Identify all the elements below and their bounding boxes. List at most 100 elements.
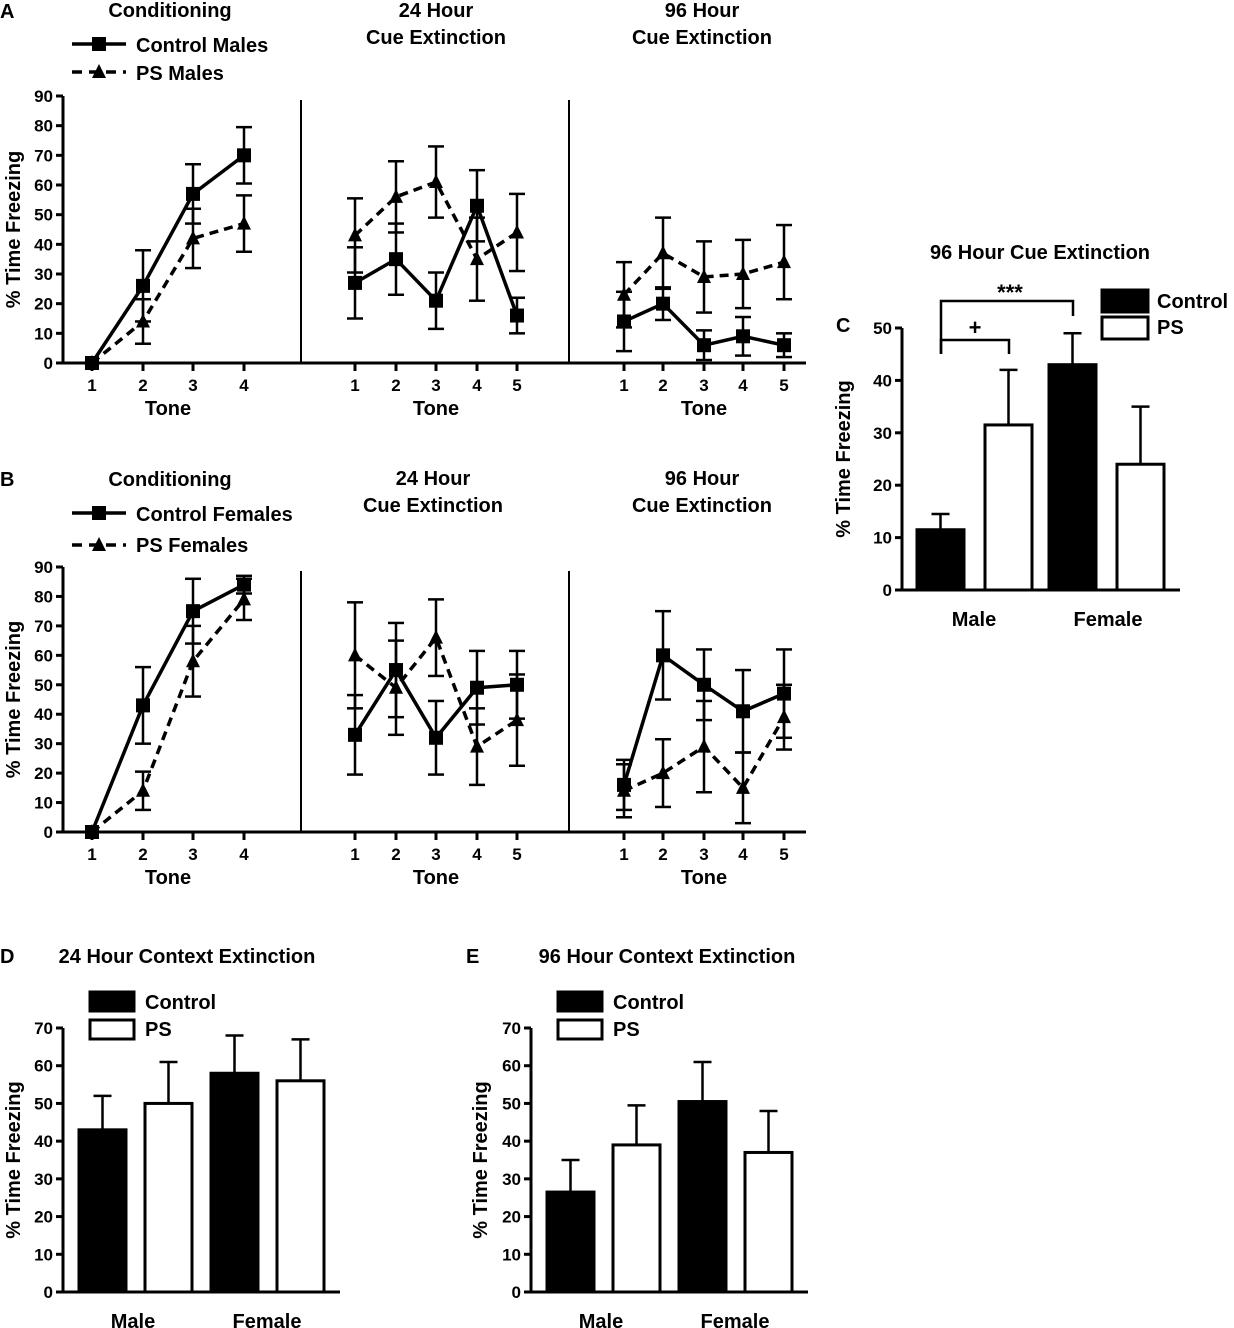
x-tick-label: 3 bbox=[699, 845, 708, 864]
y-axis-label: % Time Freezing bbox=[3, 151, 25, 308]
y-tick-label: 40 bbox=[34, 1132, 53, 1151]
y-tick-label: 60 bbox=[34, 176, 53, 195]
legend-swatch-ps bbox=[556, 1018, 604, 1041]
y-tick-label: 50 bbox=[34, 1094, 53, 1113]
y-tick-label: 60 bbox=[502, 1057, 521, 1076]
x-axis-label: Tone bbox=[145, 398, 191, 420]
bar-ps-female bbox=[1115, 462, 1166, 592]
x-tick-label: 5 bbox=[779, 376, 788, 395]
x-axis-label: Tone bbox=[413, 867, 459, 889]
panel-a-ext24-title-line1: 24 Hour bbox=[399, 0, 474, 22]
x-tick-label: 2 bbox=[138, 376, 147, 395]
data-point-triangle bbox=[510, 712, 524, 727]
x-tick-label: 1 bbox=[87, 376, 96, 395]
category-label: Male bbox=[952, 609, 996, 631]
panel-b-ext24-title-line2: Cue Extinction bbox=[363, 495, 503, 517]
series-line-ps-males bbox=[622, 251, 785, 296]
data-point-triangle bbox=[470, 251, 484, 266]
x-tick-label: 4 bbox=[239, 845, 249, 864]
x-tick-label: 1 bbox=[350, 845, 359, 864]
data-point-triangle bbox=[656, 245, 670, 260]
y-tick-label: 80 bbox=[34, 587, 53, 606]
bracket-plus bbox=[939, 338, 1011, 354]
data-point-triangle bbox=[85, 355, 99, 369]
legend-label-control: Control bbox=[145, 992, 216, 1014]
panel-c-bar-chart: 0 10 20 30 40 50 % Time Freezing Male Female bbox=[833, 319, 1180, 631]
legend-label-ps: PS bbox=[145, 1019, 172, 1041]
y-tick-label: 10 bbox=[34, 1245, 53, 1264]
series-line-ps-males bbox=[90, 221, 245, 365]
y-tick-label: 30 bbox=[34, 1170, 53, 1189]
data-point-square bbox=[186, 604, 200, 619]
panel-a-ext24-title-line2: Cue Extinction bbox=[366, 27, 506, 49]
y-tick-label: 50 bbox=[502, 1094, 521, 1113]
series-line-ps-females bbox=[90, 598, 246, 834]
x-tick-label: 4 bbox=[738, 845, 748, 864]
x-tick-label: 3 bbox=[431, 376, 440, 395]
data-point-triangle bbox=[697, 268, 711, 283]
bar-control-male bbox=[545, 1190, 596, 1294]
data-point-square bbox=[510, 308, 524, 323]
legend-swatch-ps bbox=[88, 1018, 136, 1041]
y-axis-label: % Time Freezing bbox=[3, 1081, 25, 1238]
bar-control-female bbox=[677, 1100, 728, 1294]
y-tick-label: 40 bbox=[34, 235, 53, 254]
data-point-square bbox=[736, 704, 750, 719]
panel-a-conditioning-title: Conditioning bbox=[108, 0, 231, 22]
y-axis-label: % Time Freezing bbox=[3, 621, 25, 778]
x-tick-label: 1 bbox=[619, 845, 628, 864]
data-point-triangle bbox=[697, 738, 711, 753]
panel-d-bar-chart: 0 10 20 30 40 50 60 70 % Time Freezing Male Female bbox=[3, 1019, 340, 1328]
data-point-triangle bbox=[736, 266, 750, 280]
bar-ps-female bbox=[275, 1079, 326, 1294]
data-point-square bbox=[777, 338, 791, 353]
legend-triangle-marker bbox=[92, 64, 106, 78]
x-tick-label: 1 bbox=[350, 376, 359, 395]
data-point-triangle bbox=[237, 215, 251, 230]
y-tick-label: 30 bbox=[34, 265, 53, 284]
category-label: Female bbox=[701, 1311, 770, 1328]
x-tick-label: 2 bbox=[391, 376, 400, 395]
data-point-triangle bbox=[777, 254, 791, 269]
y-tick-label: 70 bbox=[502, 1019, 521, 1038]
y-tick-label: 50 bbox=[34, 206, 53, 225]
legend-label-ps: PS bbox=[613, 1019, 640, 1041]
panel-a-legend: Control Males PS Males bbox=[72, 35, 268, 85]
bar-control-female bbox=[1047, 363, 1098, 592]
data-point-triangle bbox=[237, 591, 251, 606]
x-tick-label: 4 bbox=[472, 845, 482, 864]
data-point-square bbox=[470, 198, 484, 213]
data-point-triangle bbox=[617, 782, 631, 797]
panel-b-conditioning-title: Conditioning bbox=[108, 469, 231, 491]
significance-brackets: + *** bbox=[939, 280, 1075, 354]
x-tick-label: 4 bbox=[472, 376, 482, 395]
x-tick-label: 5 bbox=[512, 376, 521, 395]
y-tick-label: 10 bbox=[873, 529, 892, 548]
x-axis-label: Tone bbox=[681, 867, 727, 889]
y-tick-label: 20 bbox=[34, 1208, 53, 1227]
panel-c-title: 96 Hour Cue Extinction bbox=[930, 242, 1150, 264]
y-tick-label: 80 bbox=[34, 117, 53, 136]
x-tick-label: 3 bbox=[431, 845, 440, 864]
data-point-square bbox=[186, 186, 200, 201]
y-tick-label: 40 bbox=[873, 371, 892, 390]
x-axis-label: Tone bbox=[681, 398, 727, 420]
y-tick-label: 10 bbox=[502, 1245, 521, 1264]
data-point-triangle bbox=[510, 224, 524, 239]
x-axis-label: Tone bbox=[145, 867, 191, 889]
bar-ps-male bbox=[611, 1143, 662, 1294]
x-tick-label: 5 bbox=[779, 845, 788, 864]
data-point-square bbox=[136, 278, 150, 293]
category-label: Female bbox=[233, 1311, 302, 1328]
y-tick-label: 90 bbox=[34, 558, 53, 577]
data-point-square bbox=[656, 296, 670, 311]
panel-b-ext24-title-line1: 24 Hour bbox=[396, 468, 471, 490]
data-point-square bbox=[348, 275, 362, 290]
data-point-triangle bbox=[186, 230, 200, 245]
x-tick-label: 4 bbox=[239, 376, 249, 395]
data-point-triangle bbox=[470, 738, 484, 753]
x-tick-label: 1 bbox=[87, 845, 96, 864]
y-tick-label: 0 bbox=[44, 823, 53, 842]
legend-square-marker bbox=[92, 37, 106, 51]
